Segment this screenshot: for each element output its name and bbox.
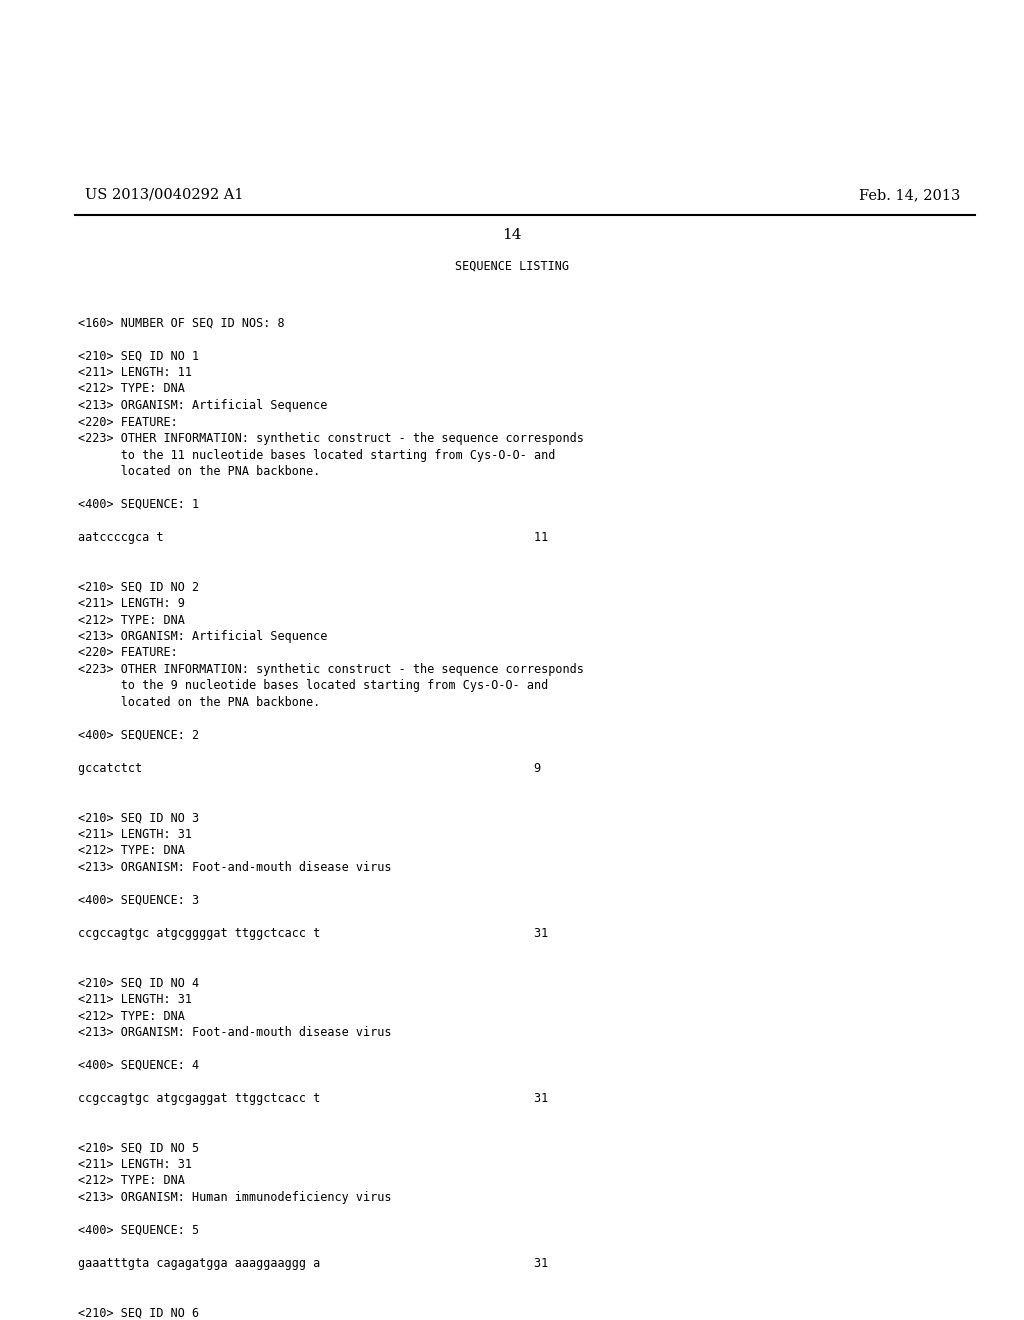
Text: <220> FEATURE:: <220> FEATURE: [78,416,178,429]
Text: <210> SEQ ID NO 5: <210> SEQ ID NO 5 [78,1142,199,1155]
Text: <400> SEQUENCE: 5: <400> SEQUENCE: 5 [78,1224,199,1237]
Text: ccgccagtgc atgcgaggat ttggctcacc t                              31: ccgccagtgc atgcgaggat ttggctcacc t 31 [78,1092,548,1105]
Text: <210> SEQ ID NO 4: <210> SEQ ID NO 4 [78,977,199,990]
Text: ccgccagtgc atgcggggat ttggctcacc t                              31: ccgccagtgc atgcggggat ttggctcacc t 31 [78,927,548,940]
Text: <400> SEQUENCE: 2: <400> SEQUENCE: 2 [78,729,199,742]
Text: <210> SEQ ID NO 3: <210> SEQ ID NO 3 [78,812,199,825]
Text: <223> OTHER INFORMATION: synthetic construct - the sequence corresponds: <223> OTHER INFORMATION: synthetic const… [78,432,584,445]
Text: <210> SEQ ID NO 1: <210> SEQ ID NO 1 [78,350,199,363]
Text: <400> SEQUENCE: 4: <400> SEQUENCE: 4 [78,1059,199,1072]
Text: <213> ORGANISM: Foot-and-mouth disease virus: <213> ORGANISM: Foot-and-mouth disease v… [78,1026,391,1039]
Text: located on the PNA backbone.: located on the PNA backbone. [78,465,321,478]
Text: gaaatttgta cagagatgga aaaggaaggg a                              31: gaaatttgta cagagatgga aaaggaaggg a 31 [78,1257,548,1270]
Text: SEQUENCE LISTING: SEQUENCE LISTING [455,260,569,273]
Text: <212> TYPE: DNA: <212> TYPE: DNA [78,1175,185,1188]
Text: <212> TYPE: DNA: <212> TYPE: DNA [78,1010,185,1023]
Text: <400> SEQUENCE: 3: <400> SEQUENCE: 3 [78,894,199,907]
Text: <210> SEQ ID NO 2: <210> SEQ ID NO 2 [78,581,199,594]
Text: located on the PNA backbone.: located on the PNA backbone. [78,696,321,709]
Text: <213> ORGANISM: Human immunodeficiency virus: <213> ORGANISM: Human immunodeficiency v… [78,1191,391,1204]
Text: <211> LENGTH: 31: <211> LENGTH: 31 [78,1158,193,1171]
Text: <160> NUMBER OF SEQ ID NOS: 8: <160> NUMBER OF SEQ ID NOS: 8 [78,317,285,330]
Text: to the 9 nucleotide bases located starting from Cys-O-O- and: to the 9 nucleotide bases located starti… [78,680,548,693]
Text: aatccccgca t                                                    11: aatccccgca t 11 [78,531,548,544]
Text: <213> ORGANISM: Artificial Sequence: <213> ORGANISM: Artificial Sequence [78,630,328,643]
Text: <210> SEQ ID NO 6: <210> SEQ ID NO 6 [78,1307,199,1320]
Text: <213> ORGANISM: Foot-and-mouth disease virus: <213> ORGANISM: Foot-and-mouth disease v… [78,861,391,874]
Text: <211> LENGTH: 9: <211> LENGTH: 9 [78,597,185,610]
Text: <213> ORGANISM: Artificial Sequence: <213> ORGANISM: Artificial Sequence [78,399,328,412]
Text: <223> OTHER INFORMATION: synthetic construct - the sequence corresponds: <223> OTHER INFORMATION: synthetic const… [78,663,584,676]
Text: 14: 14 [502,228,522,242]
Text: Feb. 14, 2013: Feb. 14, 2013 [859,187,961,202]
Text: <211> LENGTH: 31: <211> LENGTH: 31 [78,993,193,1006]
Text: <220> FEATURE:: <220> FEATURE: [78,647,178,660]
Text: to the 11 nucleotide bases located starting from Cys-O-O- and: to the 11 nucleotide bases located start… [78,449,555,462]
Text: <211> LENGTH: 11: <211> LENGTH: 11 [78,366,193,379]
Text: <212> TYPE: DNA: <212> TYPE: DNA [78,383,185,396]
Text: <400> SEQUENCE: 1: <400> SEQUENCE: 1 [78,498,199,511]
Text: <211> LENGTH: 31: <211> LENGTH: 31 [78,828,193,841]
Text: US 2013/0040292 A1: US 2013/0040292 A1 [85,187,244,202]
Text: <212> TYPE: DNA: <212> TYPE: DNA [78,845,185,858]
Text: gccatctct                                                       9: gccatctct 9 [78,762,541,775]
Text: <212> TYPE: DNA: <212> TYPE: DNA [78,614,185,627]
